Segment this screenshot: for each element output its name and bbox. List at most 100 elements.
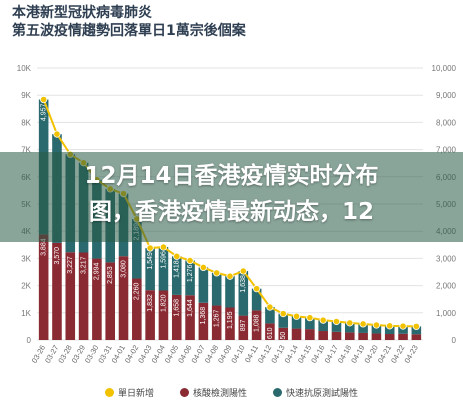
daily-point — [306, 314, 314, 322]
bar-pcr — [198, 302, 209, 340]
bar-rat — [185, 260, 195, 296]
data-label-rat: 1,638 — [240, 275, 247, 293]
bar-pcr — [158, 290, 169, 340]
overlay-banner — [0, 152, 463, 242]
bar-rat — [132, 218, 142, 279]
legend-label-pcr: 核酸檢測陽性 — [192, 388, 247, 398]
bar-rat — [278, 313, 289, 328]
bar-pcr — [211, 305, 222, 340]
daily-point — [186, 256, 194, 265]
bar-pcr — [318, 331, 328, 340]
bar-pcr — [225, 307, 235, 340]
data-label-pcr: 3,217 — [80, 256, 87, 274]
bar-pcr — [331, 331, 342, 340]
data-label-pcr: 3,570 — [54, 247, 61, 265]
y-tick-left: 0 — [27, 336, 32, 345]
y-tick-left: 2K — [21, 282, 31, 291]
bar-rat — [225, 276, 235, 308]
y-tick-left: 3K — [21, 254, 31, 263]
banner-title[interactable]: 12月14日香港疫情实时分布 图，香港疫情最新动态，12 — [0, 158, 463, 230]
data-label-pcr: 3,080 — [120, 260, 127, 278]
data-label-rat: 1,276 — [187, 264, 194, 282]
x-axis: 03-2603-2703-2803-2903-3003-3104-0104-02… — [30, 343, 420, 364]
daily-point — [372, 321, 381, 329]
daily-point — [319, 316, 327, 324]
y-tick-left: 7K — [21, 146, 31, 155]
data-label-pcr: 1,820 — [160, 294, 167, 312]
bar-pcr — [238, 315, 249, 340]
data-label-pcr: 3,227 — [67, 256, 74, 274]
legend-swatch-pcr — [179, 388, 189, 397]
daily-point — [412, 322, 420, 330]
bar-pcr — [185, 295, 195, 340]
banner-line-2: 图，香港疫情最新动态，12 — [88, 199, 374, 225]
data-label-pcr: 610 — [267, 327, 274, 339]
bar-pcr — [291, 328, 302, 340]
bar-rat — [371, 325, 382, 334]
legend-swatch-rat — [273, 388, 282, 397]
daily-point — [292, 312, 301, 320]
legend-item-rat: 快速抗原測試陽性 — [273, 386, 358, 399]
bar-rat — [171, 256, 182, 295]
y-tick-left: 8K — [21, 118, 31, 127]
bar-pcr — [92, 258, 102, 340]
bar-pcr — [251, 310, 262, 340]
y-tick-left: 10K — [17, 64, 32, 73]
legend-label-daily: 單日新增 — [117, 388, 154, 398]
daily-point — [279, 310, 287, 318]
data-label-pcr: 1,368 — [200, 307, 207, 325]
daily-point — [53, 130, 61, 138]
daily-point — [146, 244, 154, 252]
data-label-pcr: 1,658 — [174, 299, 181, 317]
bar-rat — [384, 325, 395, 335]
bar-rat — [318, 320, 328, 332]
bar-pcr — [411, 334, 422, 340]
bar-rat — [291, 316, 302, 329]
bar-pcr — [78, 252, 89, 340]
data-label-pcr: 3,884 — [40, 238, 47, 256]
bar-rat — [198, 267, 209, 303]
data-label-pcr: 2,853 — [107, 266, 114, 284]
data-label-pcr: 1,088 — [253, 314, 260, 332]
daily-point — [213, 269, 221, 277]
data-label-pcr: 1,832 — [147, 294, 154, 312]
y-tick-right: 10,000 — [432, 64, 457, 73]
bar-rat — [265, 307, 275, 324]
daily-point — [253, 285, 261, 293]
daily-point — [40, 95, 48, 104]
data-label-pcr: 450 — [280, 332, 287, 344]
bar-rat — [398, 326, 408, 334]
x-tick-label: 04-23 — [402, 343, 419, 364]
title-line-1: 本港新型冠狀病毒肺炎 — [12, 5, 152, 21]
y-tick-left: 9K — [21, 91, 31, 100]
bar-pcr — [171, 294, 182, 340]
bar-rat — [145, 248, 155, 291]
legend-swatch-daily — [104, 388, 114, 397]
daily-point — [332, 317, 341, 326]
data-label-pcr: 1,195 — [227, 311, 234, 329]
chart-title: 本港新型冠狀病毒肺炎 第五波疫情趨勢回落單日1萬宗後個案 — [12, 4, 246, 40]
bar-pcr — [305, 329, 315, 340]
legend: 單日新增 核酸檢測陽性 快速抗原測試陽性 — [0, 386, 463, 399]
daily-point — [266, 303, 274, 311]
bar-rat — [305, 317, 315, 330]
y-tick-right: 9,000 — [436, 91, 457, 100]
daily-point — [359, 320, 367, 328]
daily-point — [399, 322, 407, 330]
banner-line-1: 12月14日香港疫情实时分布 — [84, 163, 379, 189]
bar-pcr — [65, 252, 76, 340]
bar-rat — [345, 322, 355, 333]
y-tick-right: 2,000 — [436, 282, 457, 291]
bar-pcr — [38, 234, 49, 340]
bar-pcr — [145, 290, 155, 340]
daily-point — [226, 272, 234, 280]
bar-pcr — [398, 333, 408, 340]
data-label-rat: 1,418 — [174, 260, 181, 278]
bar-rat — [238, 271, 249, 316]
bar-rat — [158, 247, 169, 291]
bar-pcr — [384, 334, 395, 340]
y-tick-right: 3,000 — [436, 254, 457, 263]
daily-point — [239, 267, 247, 275]
y-tick-right: 0 — [452, 336, 457, 345]
bar-rat — [331, 321, 342, 332]
